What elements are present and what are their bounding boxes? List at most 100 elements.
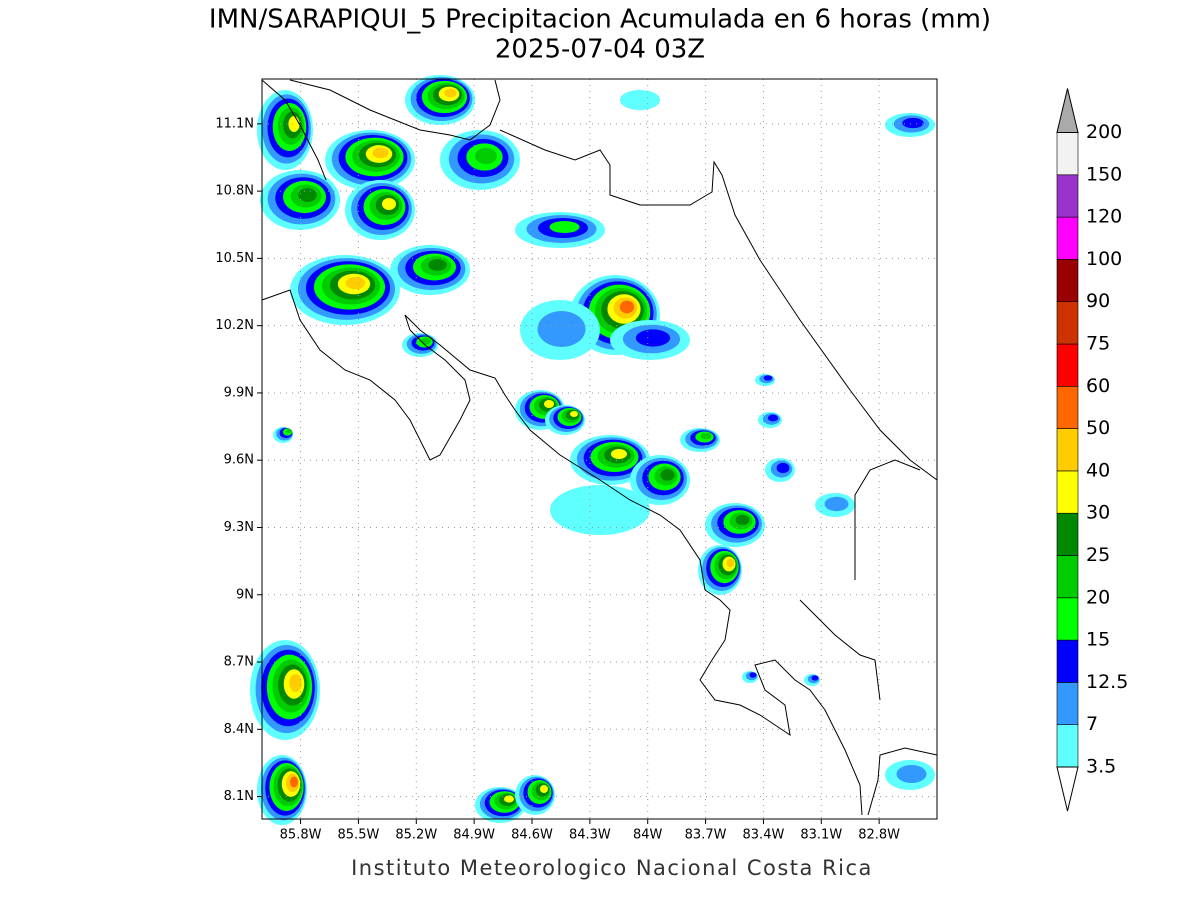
colorbar-bin (1056, 597, 1079, 641)
lat-label: 8.7N (224, 655, 254, 670)
precip-field (250, 75, 935, 825)
colorbar-label: 75 (1086, 333, 1110, 355)
coastline (261, 79, 501, 181)
colorbar-label: 20 (1086, 586, 1110, 608)
colorbar-label: 15 (1086, 629, 1110, 651)
precip-contour (726, 558, 735, 568)
coastline (261, 289, 863, 816)
precip-contour (290, 776, 298, 788)
precip-contour (700, 432, 712, 440)
lat-label: 8.1N (224, 789, 254, 804)
colorbar-label: 30 (1086, 502, 1110, 524)
lon-label: 85.5W (338, 828, 380, 843)
lon-label: 83.4W (743, 828, 785, 843)
precip-contour (475, 147, 497, 165)
colorbar-bin (1056, 428, 1079, 472)
colorbar-bin (1056, 555, 1079, 599)
title: IMN/SARAPIQUI_5 Precipitacion Acumulada … (209, 5, 991, 35)
precip-contour (749, 672, 757, 678)
colorbar-label: 150 (1086, 163, 1122, 185)
lat-label: 9.6N (224, 453, 254, 468)
colorbar-label: 50 (1086, 417, 1110, 439)
lat-label: 9.9N (224, 385, 254, 400)
colorbar-label: 100 (1086, 248, 1122, 270)
precip-contour (382, 198, 396, 210)
precip-contour (549, 221, 580, 233)
lat-label: 9.3N (224, 520, 254, 535)
precip-contour (611, 449, 627, 459)
precip-contour (345, 276, 366, 290)
colorbar-bin (1056, 132, 1079, 176)
lon-label: 84.3W (569, 828, 611, 843)
colorbar-bin (1056, 343, 1079, 387)
colorbar-bin (1056, 174, 1079, 218)
colorbar-label: 120 (1086, 206, 1122, 228)
precip-contour (824, 496, 849, 512)
precip-contour (372, 147, 389, 159)
precip-contour (550, 485, 650, 535)
lat-label: 10.2N (215, 318, 254, 333)
precip-contour (504, 795, 514, 803)
precip-contour (763, 375, 773, 381)
lon-label: 84.9W (453, 828, 495, 843)
precip-contour (896, 765, 927, 783)
colorbar-label: 200 (1086, 121, 1122, 143)
footer: Instituto Meteorologico Nacional Costa R… (351, 856, 873, 880)
lon-label: 83.1W (800, 828, 842, 843)
colorbar-bin (1056, 512, 1079, 556)
precip-contour (286, 428, 292, 434)
precip-contour (298, 188, 317, 202)
precip-contour (767, 414, 779, 422)
colorbar-bin (1056, 682, 1079, 726)
colorbar-bin (1056, 259, 1079, 302)
precip-contour (540, 785, 548, 793)
colorbar-bin (1056, 385, 1079, 429)
border (799, 459, 938, 816)
precip-contour (288, 116, 300, 132)
lat-label: 8.4N (224, 722, 254, 737)
colorbar-label: 12.5 (1086, 671, 1128, 693)
map-frame (261, 78, 938, 820)
precip-contour (537, 311, 586, 347)
coastlines (261, 79, 938, 816)
precip-contour (444, 88, 457, 98)
subtitle: 2025-07-04 03Z (495, 35, 705, 65)
coastline (499, 129, 938, 481)
colorbar: 3.5 7 12.5 15 20 25 30 40 50 60 75 90 100 120 150 200 (1056, 88, 1128, 812)
axes: 11.1N 10.8N 10.5N 10.2N 9.9N 9.6N 9.3N 9N 8.7N 8.… (215, 116, 900, 842)
precip-contour (776, 462, 790, 474)
colorbar-under (1056, 766, 1079, 812)
colorbar-label: 7 (1086, 713, 1098, 735)
lon-label: 85.2W (395, 828, 437, 843)
precip-contour (428, 259, 447, 271)
lat-label: 10.8N (215, 184, 254, 199)
colorbar-label: 25 (1086, 544, 1110, 566)
colorbar-bin (1056, 216, 1079, 260)
precip-contour (735, 514, 750, 526)
lat-label: 10.5N (215, 251, 254, 266)
lon-label: 84W (633, 828, 663, 843)
precip-contour (619, 300, 635, 314)
precip-contour (811, 675, 819, 681)
colorbar-over (1056, 88, 1079, 133)
colorbar-label: 3.5 (1086, 756, 1116, 778)
colorbar-label: 40 (1086, 459, 1110, 481)
precip-contour (421, 337, 431, 345)
lat-label: 9N (236, 587, 254, 602)
colorbar-label: 90 (1086, 290, 1110, 312)
colorbar-bin (1056, 301, 1079, 345)
precip-contour (289, 674, 302, 692)
precip-contour (570, 411, 578, 417)
lat-label: 11.1N (215, 116, 254, 131)
precip-contour (544, 400, 554, 408)
colorbar-bin (1056, 470, 1079, 514)
lon-label: 82.8W (858, 828, 900, 843)
precip-contour (902, 117, 924, 129)
lon-label: 83.7W (685, 828, 727, 843)
colorbar-label: 60 (1086, 375, 1110, 397)
colorbar-bin (1056, 724, 1079, 768)
lon-label: 85.8W (280, 828, 322, 843)
precip-contour (660, 469, 675, 481)
precip-contour (620, 90, 660, 110)
